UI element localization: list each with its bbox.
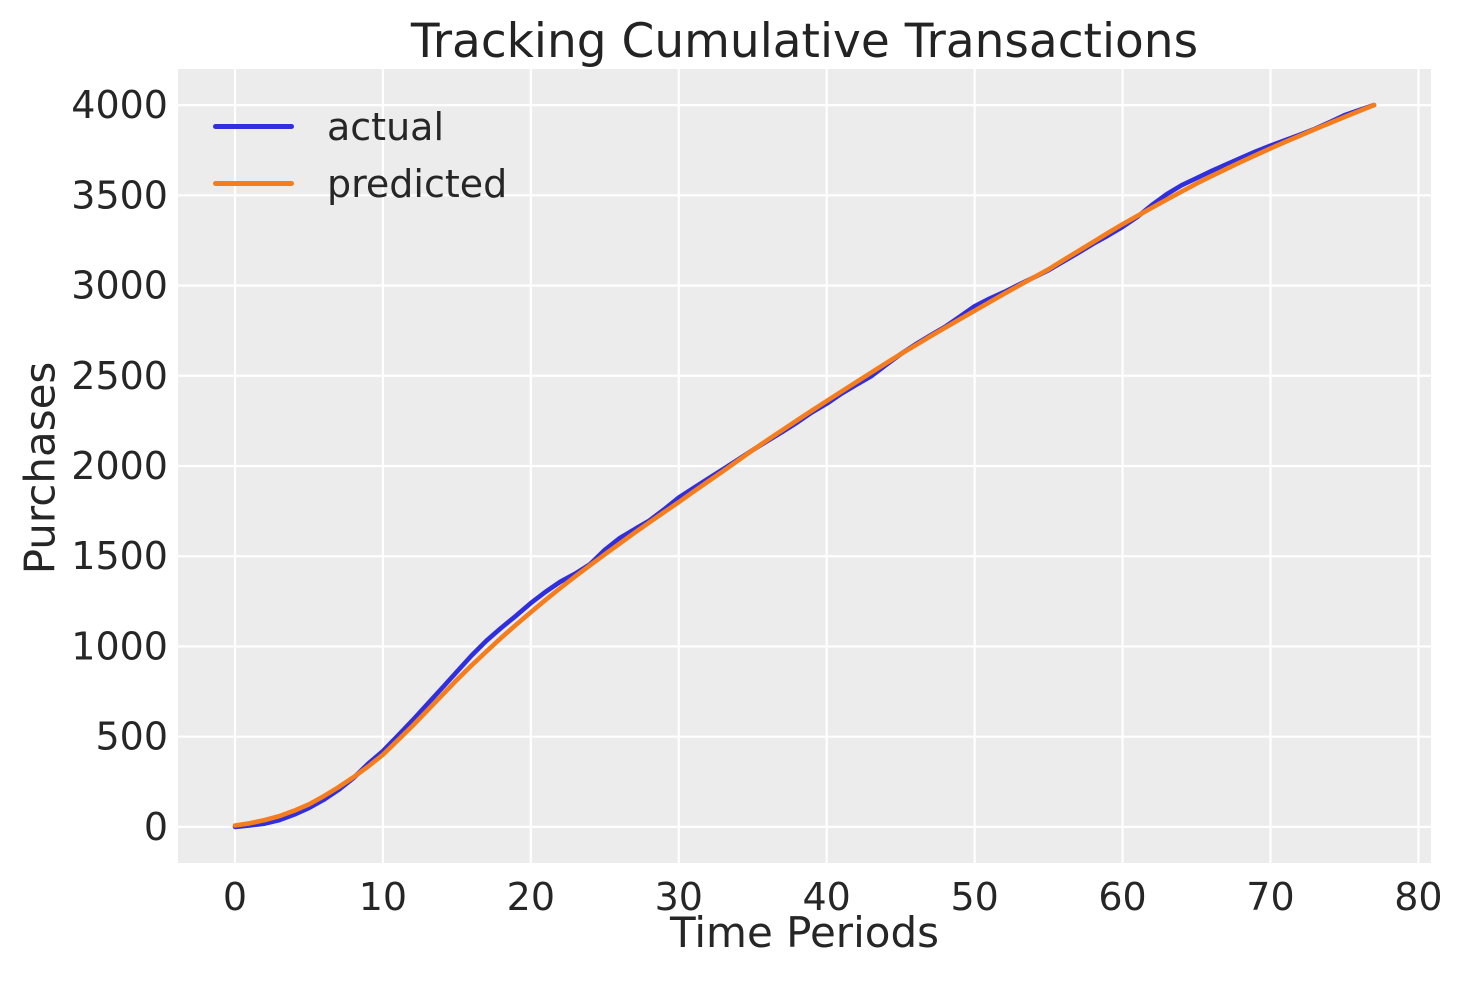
legend-item-actual: actual (213, 98, 507, 155)
y-tick-label: 1000 (71, 624, 168, 668)
y-axis-label: Purchases (15, 361, 65, 575)
x-tick-label: 60 (1098, 875, 1146, 919)
x-tick-label: 10 (359, 875, 407, 919)
y-tick-label: 3000 (71, 264, 168, 308)
x-tick-label: 70 (1246, 875, 1294, 919)
y-tick-label: 3500 (71, 173, 168, 217)
y-tick-label: 500 (95, 715, 168, 759)
predicted-line-swatch (213, 181, 294, 186)
chart-title: Tracking Cumulative Transactions (410, 14, 1199, 69)
legend-item-predicted: predicted (213, 155, 507, 212)
x-tick-label: 20 (507, 875, 555, 919)
predicted-line (232, 102, 1377, 828)
actual-line-swatch (213, 124, 294, 129)
legend-label: actual (327, 104, 445, 149)
y-tick-label: 2000 (71, 444, 168, 488)
legend-label: predicted (327, 161, 508, 206)
x-tick-label: 0 (223, 875, 247, 919)
y-tick-label: 4000 (71, 83, 168, 127)
x-tick-label: 80 (1394, 875, 1442, 919)
y-tick-label: 2500 (71, 354, 168, 398)
y-tick-label: 0 (144, 805, 168, 849)
legend: actual predicted (213, 98, 507, 212)
x-tick-label: 40 (803, 875, 851, 919)
y-tick-label: 1500 (71, 534, 168, 578)
x-axis-label: Time Periods (670, 908, 939, 957)
x-tick-label: 50 (950, 875, 998, 919)
x-tick-label: 30 (655, 875, 703, 919)
